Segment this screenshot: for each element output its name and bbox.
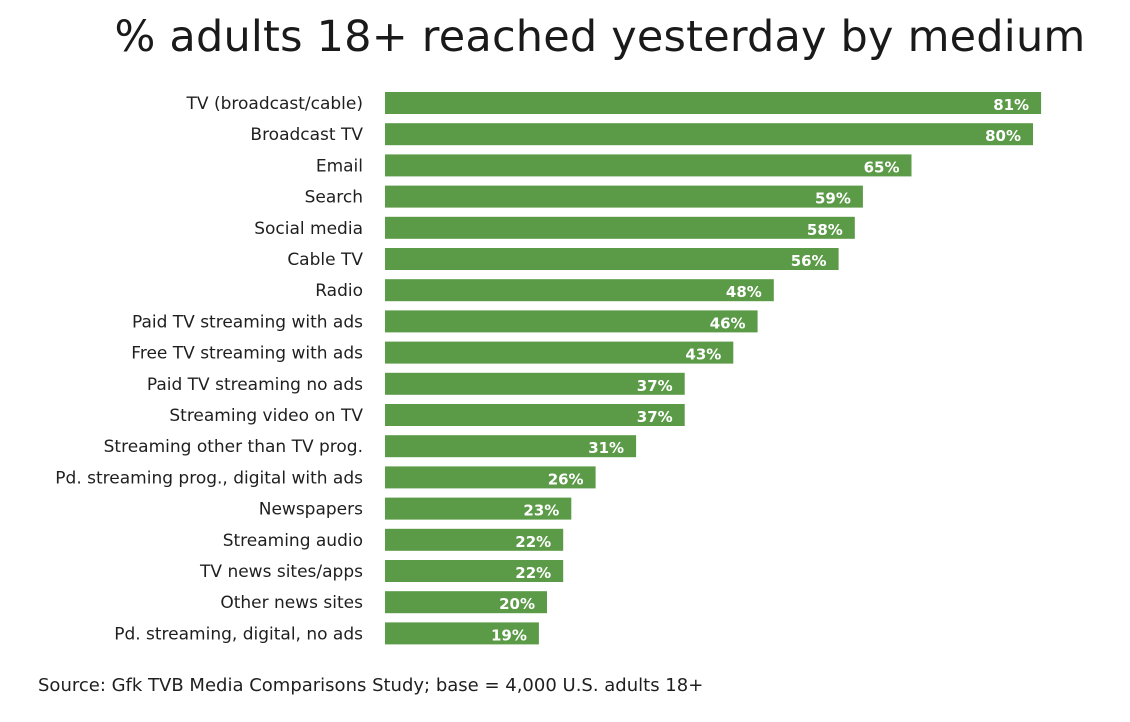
value-label: 80% xyxy=(985,127,1021,145)
bar xyxy=(385,216,855,239)
bar xyxy=(385,248,839,270)
value-label: 56% xyxy=(791,252,827,270)
category-label: Pd. streaming prog., digital with ads xyxy=(55,468,363,488)
category-label: Streaming audio xyxy=(223,531,363,551)
value-label: 22% xyxy=(515,564,551,582)
value-label: 48% xyxy=(726,283,762,301)
category-label: Search xyxy=(305,188,363,208)
bar xyxy=(385,123,1033,146)
bar xyxy=(385,341,734,364)
value-label: 37% xyxy=(637,408,673,426)
bar xyxy=(385,92,1042,114)
category-label: Newspapers xyxy=(259,500,363,520)
bar xyxy=(385,466,596,489)
bar xyxy=(385,591,547,614)
value-label: 20% xyxy=(499,595,535,613)
value-label: 19% xyxy=(491,626,527,644)
value-label: 46% xyxy=(710,314,746,332)
bar xyxy=(385,279,774,302)
value-label: 26% xyxy=(548,470,584,488)
value-label: 43% xyxy=(685,346,721,364)
category-label: Streaming other than TV prog. xyxy=(104,437,363,457)
value-label: 59% xyxy=(815,190,851,208)
value-label: 23% xyxy=(523,502,559,520)
category-label: Email xyxy=(316,156,363,176)
bar xyxy=(385,497,572,520)
bar xyxy=(385,404,685,426)
bar xyxy=(385,154,912,177)
bars-layer: TV (broadcast/cable) 81% Broadcast TV 80% Em… xyxy=(55,92,1042,645)
category-label: Paid TV streaming with ads xyxy=(132,312,363,332)
value-label: 58% xyxy=(807,221,843,239)
value-label: 81% xyxy=(993,96,1029,114)
bar xyxy=(385,560,564,582)
bar xyxy=(385,622,539,645)
category-label: Broadcast TV xyxy=(250,125,363,145)
bar xyxy=(385,528,564,551)
category-label: Radio xyxy=(315,281,363,301)
category-label: TV news sites/apps xyxy=(199,562,363,582)
chart-title: % adults 18+ reached yesterday by medium xyxy=(114,12,1086,62)
value-label: 22% xyxy=(515,533,551,551)
bar xyxy=(385,185,863,208)
category-label: Social media xyxy=(254,219,363,239)
bar xyxy=(385,372,685,395)
value-label: 37% xyxy=(637,377,673,395)
category-label: Streaming video on TV xyxy=(169,406,363,426)
category-label: Paid TV streaming no ads xyxy=(147,375,363,395)
bar xyxy=(385,310,758,333)
bar xyxy=(385,435,637,458)
category-label: Pd. streaming, digital, no ads xyxy=(114,624,363,644)
category-label: Other news sites xyxy=(220,593,363,613)
value-label: 31% xyxy=(588,439,624,457)
value-label: 65% xyxy=(864,158,900,176)
category-label: Cable TV xyxy=(287,250,363,270)
category-label: TV (broadcast/cable) xyxy=(186,94,363,114)
category-label: Free TV streaming with ads xyxy=(131,344,363,364)
chart-source: Source: Gfk TVB Media Comparisons Study;… xyxy=(38,675,704,696)
